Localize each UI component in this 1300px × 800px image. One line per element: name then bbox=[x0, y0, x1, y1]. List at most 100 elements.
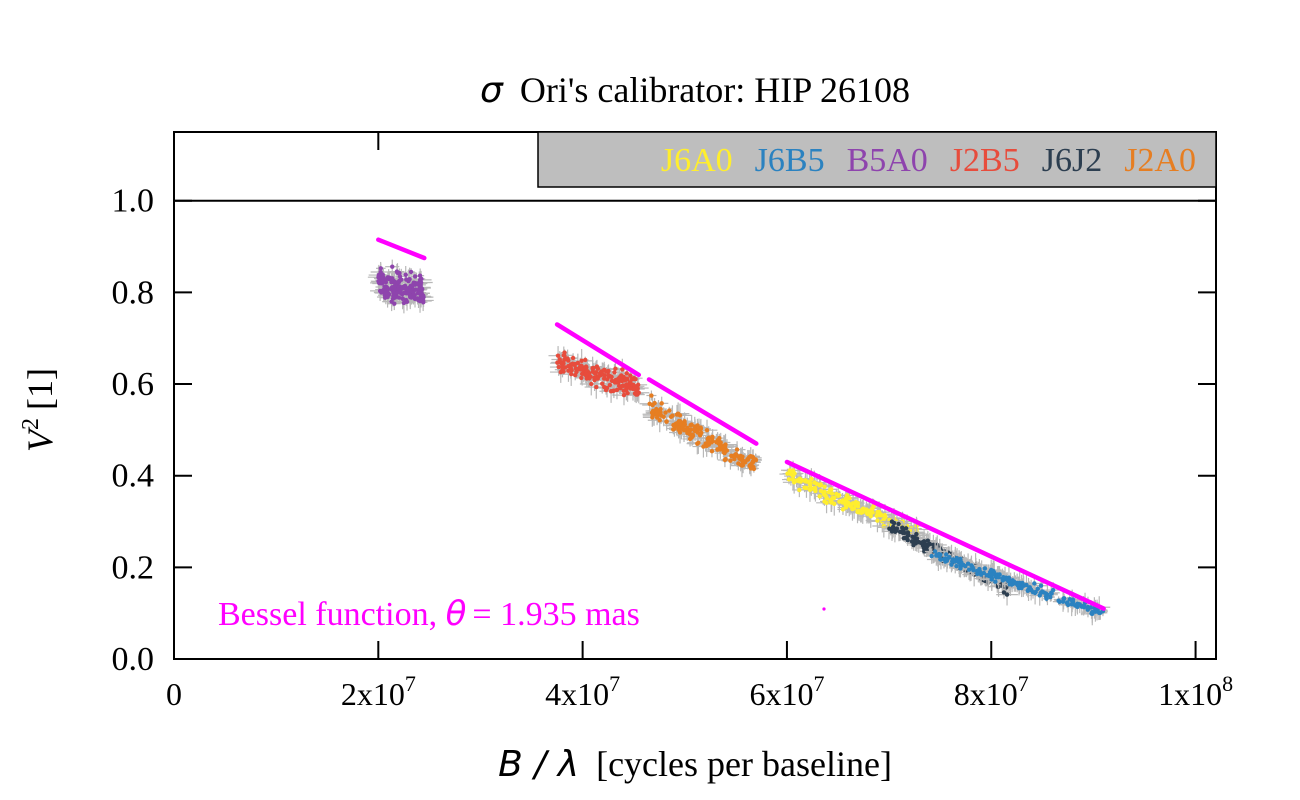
data-point bbox=[687, 432, 693, 437]
data-point bbox=[407, 292, 413, 298]
data-point bbox=[559, 360, 564, 365]
data-point bbox=[932, 549, 938, 554]
data-point bbox=[881, 523, 887, 529]
data-point bbox=[412, 274, 418, 279]
data-point bbox=[382, 284, 387, 290]
data-point bbox=[1069, 602, 1074, 607]
data-point bbox=[797, 487, 802, 493]
data-point bbox=[667, 408, 672, 413]
data-point bbox=[734, 447, 740, 452]
data-point bbox=[1061, 596, 1067, 601]
data-point bbox=[709, 440, 714, 445]
y-tick-label: 0.0 bbox=[112, 641, 155, 678]
data-point bbox=[1070, 597, 1076, 602]
legend: J6A0 J6B5 B5A0 J2B5 J6J2 J2A0 bbox=[537, 131, 1217, 188]
data-point bbox=[817, 494, 822, 499]
data-point bbox=[624, 371, 629, 376]
data-point bbox=[605, 377, 610, 382]
data-point bbox=[595, 366, 601, 371]
data-point bbox=[740, 463, 746, 468]
data-point bbox=[609, 378, 615, 384]
data-point bbox=[860, 508, 865, 513]
data-point bbox=[383, 290, 389, 296]
data-point bbox=[1049, 590, 1054, 595]
data-point bbox=[889, 519, 895, 524]
data-point bbox=[398, 287, 403, 293]
data-point bbox=[621, 383, 626, 389]
data-point bbox=[706, 435, 711, 440]
data-point bbox=[1016, 581, 1021, 586]
legend-box bbox=[537, 131, 1217, 188]
data-point bbox=[647, 401, 652, 406]
data-point bbox=[397, 270, 402, 276]
data-point bbox=[595, 376, 600, 381]
data-point bbox=[664, 419, 669, 424]
data-point bbox=[1093, 608, 1098, 613]
series-j2b5 bbox=[548, 346, 650, 406]
data-point bbox=[376, 272, 382, 278]
data-point bbox=[618, 377, 623, 383]
data-point bbox=[588, 374, 593, 379]
data-point bbox=[592, 370, 598, 376]
data-point bbox=[1032, 581, 1037, 586]
data-point bbox=[990, 572, 995, 577]
data-point bbox=[715, 447, 720, 452]
model-segment bbox=[376, 237, 427, 261]
data-point bbox=[791, 480, 797, 485]
data-point bbox=[989, 567, 994, 573]
data-point bbox=[649, 410, 655, 415]
data-point bbox=[910, 534, 915, 540]
y-axis-superscript: 2 bbox=[18, 418, 44, 430]
legend-entry-j6b5: J6B5 bbox=[755, 142, 825, 179]
y-tick-label: 0.6 bbox=[112, 366, 155, 403]
data-point bbox=[745, 456, 750, 462]
data-point bbox=[1021, 583, 1026, 588]
data-point bbox=[826, 489, 832, 495]
data-point bbox=[966, 567, 972, 572]
tick-labels: 0 2x107 4x107 6x107 8x107 1x108 0.0 0.2 0.4 0.6 0.… bbox=[112, 183, 1234, 712]
data-point bbox=[623, 377, 629, 383]
data-point bbox=[1001, 590, 1007, 595]
y-axis-unit: [1] bbox=[20, 368, 60, 410]
data-point bbox=[628, 380, 633, 385]
data-point bbox=[654, 411, 660, 417]
data-point bbox=[821, 492, 827, 497]
data-point bbox=[922, 549, 927, 554]
data-point bbox=[1005, 577, 1010, 582]
data-point bbox=[579, 375, 584, 381]
data-point bbox=[575, 360, 581, 366]
data-point bbox=[732, 456, 737, 462]
data-point bbox=[1004, 592, 1010, 597]
chart-title: σ Ori's calibrator: HIP 26108 bbox=[480, 70, 910, 111]
data-point bbox=[403, 272, 408, 278]
data-point bbox=[412, 280, 418, 286]
data-point bbox=[803, 478, 808, 483]
data-point bbox=[417, 291, 422, 296]
data-point bbox=[748, 454, 753, 459]
data-point bbox=[996, 574, 1001, 580]
data-point bbox=[592, 375, 597, 381]
data-point bbox=[391, 284, 397, 289]
data-point bbox=[628, 386, 633, 391]
data-point bbox=[556, 364, 561, 370]
data-point bbox=[584, 376, 589, 381]
tick-marks bbox=[173, 132, 1216, 660]
data-point bbox=[614, 387, 620, 393]
series-j2a0 bbox=[639, 390, 762, 478]
data-point bbox=[1038, 590, 1043, 596]
data-point bbox=[1025, 588, 1030, 593]
data-point bbox=[723, 449, 728, 454]
legend-entry-j2a0: J2A0 bbox=[1124, 142, 1196, 179]
model-segment bbox=[646, 377, 759, 446]
data-point bbox=[807, 487, 813, 493]
data-point bbox=[657, 418, 662, 423]
data-point bbox=[843, 505, 849, 510]
data-point bbox=[659, 401, 664, 406]
data-point bbox=[625, 391, 630, 396]
data-point bbox=[1035, 586, 1040, 591]
data-point bbox=[600, 381, 605, 386]
data-point bbox=[881, 517, 887, 522]
data-point bbox=[704, 427, 710, 433]
data-point bbox=[897, 529, 903, 534]
data-point bbox=[579, 358, 584, 364]
